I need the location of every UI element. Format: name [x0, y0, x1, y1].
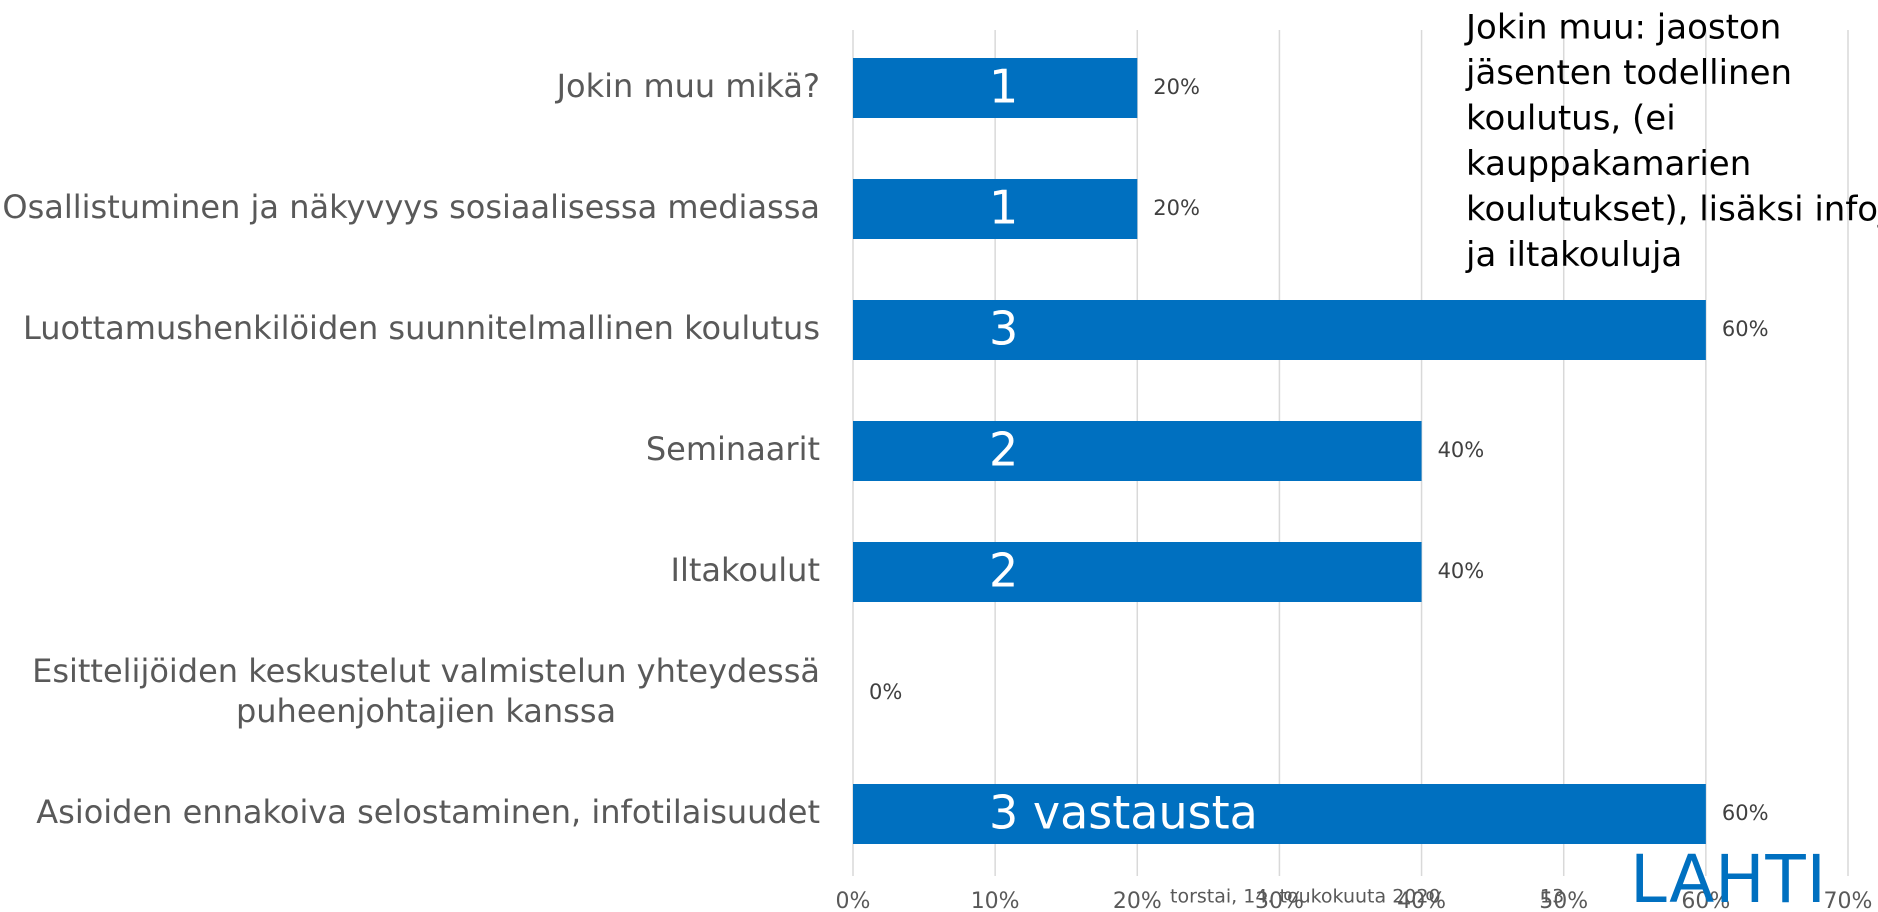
bar-text: 1 — [989, 60, 1018, 114]
bar-text: 1 — [989, 181, 1018, 235]
x-tick-label: 70% — [1824, 889, 1873, 912]
value-label: 40% — [1438, 559, 1485, 583]
y-tick-label: Jokin muu mikä? — [555, 67, 820, 105]
value-label: 60% — [1722, 317, 1769, 341]
value-label: 20% — [1153, 75, 1200, 99]
bar-text: 2 — [989, 423, 1018, 477]
annotation: koulutus, (ei — [1466, 99, 1676, 139]
label-line: puheenjohtajien kanssa — [236, 692, 616, 730]
x-tick-label: 30% — [1255, 889, 1304, 912]
x-tick-label: 40% — [1397, 889, 1446, 912]
x-tick-label: 20% — [1113, 889, 1162, 912]
annotation: jäsenten todellinen — [1465, 53, 1792, 93]
y-tick-label: Seminaarit — [646, 430, 820, 468]
annotation: ja iltakouluja — [1465, 235, 1682, 275]
y-tick-label: Iltakoulut — [671, 551, 820, 589]
logo: LAHTI — [1630, 841, 1830, 912]
y-tick-label: Esittelijöiden keskustelut valmistelun y… — [32, 652, 820, 730]
bar — [853, 300, 1706, 360]
bar — [853, 784, 1706, 844]
bar — [853, 58, 1138, 118]
bar — [853, 542, 1422, 602]
x-tick-label: 60% — [1681, 889, 1730, 912]
page-number: 13 — [1540, 886, 1564, 908]
bar — [853, 421, 1422, 481]
value-label: 20% — [1153, 196, 1200, 220]
y-tick-label: Asioiden ennakoiva selostaminen, infotil… — [36, 793, 820, 831]
x-tick-label: 10% — [971, 889, 1020, 912]
annotation: koulutukset), lisäksi infoja — [1466, 190, 1878, 230]
y-tick-label: Osallistuminen ja näkyvyys sosiaalisessa… — [2, 188, 820, 226]
bar-text: 2 — [989, 544, 1018, 598]
x-tick-label: 50% — [1539, 889, 1588, 912]
bar — [853, 179, 1138, 239]
annotation: kauppakamarien — [1466, 144, 1751, 184]
y-tick-label: Luottamushenkilöiden suunnitelmallinen k… — [23, 309, 820, 347]
x-tick-label: 0% — [836, 889, 871, 912]
bar-text: 3 — [989, 302, 1018, 356]
annotation: Jokin muu: jaoston — [1464, 8, 1781, 48]
label-line: Esittelijöiden keskustelut valmistelun y… — [32, 652, 820, 690]
bar-text: 3 vastausta — [989, 786, 1258, 840]
value-label: 60% — [1722, 801, 1769, 825]
value-label: 40% — [1438, 438, 1485, 462]
value-label: 0% — [869, 680, 902, 704]
footer-date: torstai, 14. toukokuuta 2020 — [1170, 886, 1441, 908]
